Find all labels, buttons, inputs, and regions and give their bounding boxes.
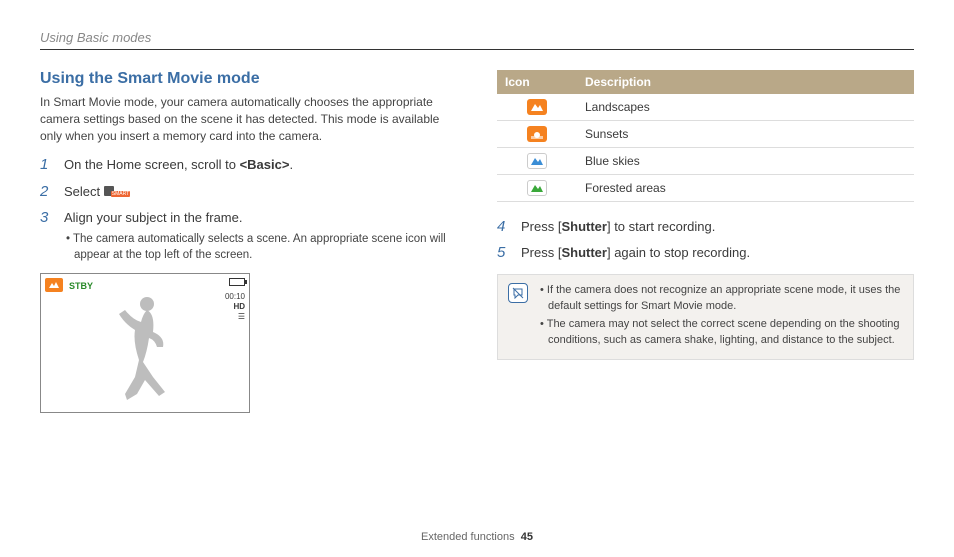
divider [40,49,914,50]
step-item: 4 Press [Shutter] to start recording. [497,218,914,236]
table-row: Sunsets [497,121,914,148]
scene-icon [527,180,547,196]
scene-icon [45,278,63,292]
desc-cell: Forested areas [577,175,914,202]
footer-label: Extended functions [421,531,515,543]
note-item: If the camera does not recognize an appr… [538,283,903,314]
breadcrumb: Using Basic modes [40,30,914,45]
left-column: Using the Smart Movie mode In Smart Movi… [40,70,457,413]
step-number: 2 [40,183,54,201]
steps-left: 1 On the Home screen, scroll to <Basic>.… [40,156,457,263]
step-number: 5 [497,244,511,262]
table-header: Description [577,70,914,94]
step-number: 3 [40,209,54,227]
icon-cell [497,121,577,148]
page-footer: Extended functions 45 [0,531,954,543]
step-bold: <Basic> [240,157,290,172]
step-item: 3 Align your subject in the frame. The c… [40,209,457,263]
camera-preview: STBY 00:10 HD ☰ [40,273,250,413]
step-number: 4 [497,218,511,236]
desc-cell: Sunsets [577,121,914,148]
scene-icon [527,99,547,115]
step-text: . [289,157,293,172]
note-item: The camera may not select the correct sc… [538,317,903,348]
icon-cell [497,94,577,121]
scene-icon [527,153,547,169]
table-header: Icon [497,70,577,94]
figure-silhouette [105,292,185,402]
step-text: On the Home screen, scroll to [64,157,240,172]
steps-right: 4 Press [Shutter] to start recording. 5 … [497,218,914,262]
step-bold: Shutter [561,219,607,234]
note-box: If the camera does not recognize an appr… [497,274,914,360]
page-number: 45 [521,531,533,543]
note-list: If the camera does not recognize an appr… [538,283,903,351]
icon-cell [497,175,577,202]
intro-text: In Smart Movie mode, your camera automat… [40,94,457,144]
step-text: Press [ [521,219,561,234]
menu-icon: ☰ [238,312,245,321]
scene-icon [527,126,547,142]
desc-cell: Landscapes [577,94,914,121]
step-text: Select [64,184,104,199]
table-row: Landscapes [497,94,914,121]
note-icon [508,283,528,303]
table-row: Blue skies [497,148,914,175]
step-bold: Shutter [561,245,607,260]
step-item: 2 Select SMART. [40,183,457,201]
step-text: ] to start recording. [607,219,715,234]
section-title: Using the Smart Movie mode [40,70,457,88]
stby-label: STBY [69,281,93,291]
right-column: Icon Description LandscapesSunsetsBlue s… [497,70,914,413]
step-sub-text: The camera automatically selects a scene… [64,231,457,263]
step-item: 5 Press [Shutter] again to stop recordin… [497,244,914,262]
hd-label: HD [233,302,245,311]
step-number: 1 [40,156,54,174]
battery-icon [229,278,245,286]
step-text: Press [ [521,245,561,260]
table-row: Forested areas [497,175,914,202]
desc-cell: Blue skies [577,148,914,175]
step-text: Align your subject in the frame. [64,210,242,225]
icon-table: Icon Description LandscapesSunsetsBlue s… [497,70,914,202]
smart-movie-icon: SMART [104,186,126,198]
icon-cell [497,148,577,175]
step-text: ] again to stop recording. [607,245,750,260]
time-label: 00:10 [225,292,245,301]
preview-status: 00:10 HD ☰ [225,278,245,323]
step-item: 1 On the Home screen, scroll to <Basic>. [40,156,457,174]
